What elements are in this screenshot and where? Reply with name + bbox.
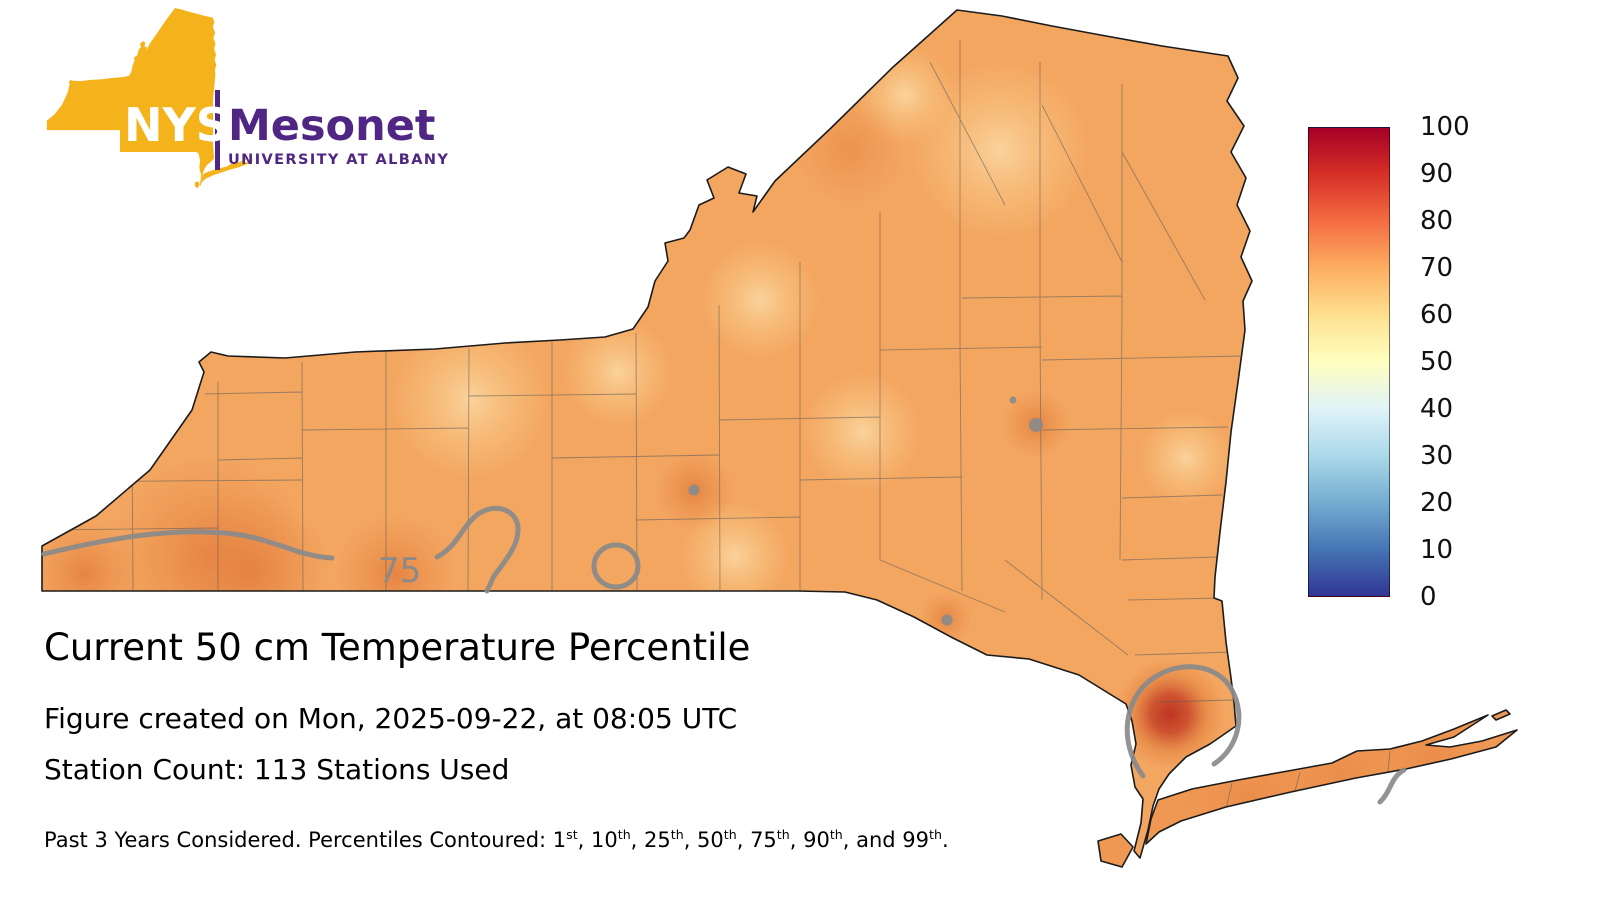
percentile-item: 90th, and	[803, 827, 903, 852]
colorbar-tick: 100	[1420, 112, 1470, 142]
percentile-item: 75th,	[750, 827, 804, 852]
percentile-item: 25th,	[644, 827, 698, 852]
colorbar-tick: 70	[1420, 253, 1454, 283]
nys-mesonet-logo: NYS Mesonet UNIVERSITY AT ALBANY	[46, 8, 449, 189]
logo-divider	[215, 90, 220, 170]
logo-university-text: UNIVERSITY AT ALBANY	[228, 152, 449, 168]
logo-nys-text: NYS	[124, 98, 229, 152]
colorbar	[1308, 127, 1390, 597]
percentile-item: 1st,	[552, 827, 592, 852]
percentile-contours: 75	[41, 396, 1407, 805]
colorbar-tick: 50	[1420, 347, 1454, 377]
station-count: Station Count: 113 Stations Used	[44, 753, 510, 786]
percentile-item: 99th.	[902, 827, 949, 852]
contour-label-75: 75	[378, 551, 421, 591]
footnote-prefix: Past 3 Years Considered. Percentiles Con…	[44, 828, 553, 852]
percentile-item: 10th,	[591, 827, 645, 852]
colorbar-tick: 60	[1420, 300, 1454, 330]
colorbar-tick: 30	[1420, 441, 1454, 471]
percentile-item: 50th,	[697, 827, 751, 852]
colorbar-tick: 10	[1420, 535, 1454, 565]
created-timestamp: Figure created on Mon, 2025-09-22, at 08…	[44, 702, 738, 735]
colorbar-tick: 80	[1420, 206, 1454, 236]
colorbar-tick: 0	[1420, 582, 1437, 612]
colorbar-tick: 40	[1420, 394, 1454, 424]
figure-title: Current 50 cm Temperature Percentile	[44, 626, 751, 669]
colorbar-tick: 20	[1420, 488, 1454, 518]
footnote: Past 3 Years Considered. Percentiles Con…	[44, 827, 949, 852]
county-boundaries	[42, 40, 1391, 810]
colorbar-tick: 90	[1420, 159, 1454, 189]
colorbar-tick-labels: 100 90 80 70 60 50 40 30 20 10 0	[1420, 112, 1470, 612]
logo-mesonet-text: Mesonet	[228, 101, 435, 151]
logo-state-shape-icon	[46, 8, 254, 189]
